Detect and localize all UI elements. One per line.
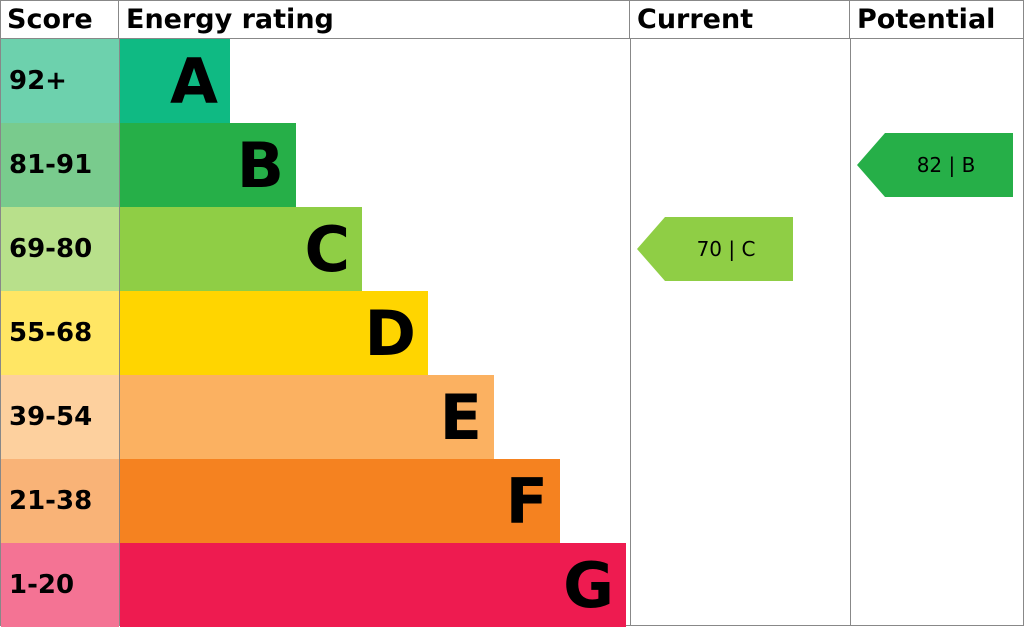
- rating-letter-d: D: [365, 291, 416, 375]
- current-marker-label: 70 | C: [637, 217, 793, 281]
- rating-row-d: 55-68 D: [1, 291, 1023, 375]
- rating-row-a: 92+ A: [1, 39, 1023, 123]
- rating-row-e: 39-54 E: [1, 375, 1023, 459]
- rating-bar-f: F: [120, 459, 560, 543]
- rating-bar-a: A: [120, 39, 230, 123]
- rating-row-f: 21-38 F: [1, 459, 1023, 543]
- potential-marker-label: 82 | B: [857, 133, 1013, 197]
- score-cell-e: 39-54: [1, 375, 119, 459]
- rating-letter-a: A: [170, 39, 218, 123]
- header-current: Current: [631, 1, 850, 39]
- rating-row-c: 69-80 C: [1, 207, 1023, 291]
- header-rating: Energy rating: [120, 1, 630, 39]
- score-cell-g: 1-20: [1, 543, 119, 627]
- rating-bar-c: C: [120, 207, 362, 291]
- rating-letter-g: G: [563, 543, 614, 627]
- score-cell-f: 21-38: [1, 459, 119, 543]
- header-row: Score Energy rating Current Potential: [1, 1, 1023, 39]
- current-marker: 70 | C: [637, 217, 793, 281]
- rating-bar-b: B: [120, 123, 296, 207]
- rating-bar-g: G: [120, 543, 626, 627]
- score-cell-d: 55-68: [1, 291, 119, 375]
- rating-bar-e: E: [120, 375, 494, 459]
- rating-row-g: 1-20 G: [1, 543, 1023, 627]
- energy-rating-chart: Score Energy rating Current Potential 92…: [0, 0, 1024, 626]
- score-cell-c: 69-80: [1, 207, 119, 291]
- rating-letter-e: E: [440, 375, 482, 459]
- header-potential: Potential: [851, 1, 1023, 39]
- score-cell-b: 81-91: [1, 123, 119, 207]
- rating-letter-c: C: [304, 207, 350, 291]
- score-cell-a: 92+: [1, 39, 119, 123]
- rating-bar-d: D: [120, 291, 428, 375]
- rating-letter-f: F: [506, 459, 548, 543]
- rating-letter-b: B: [237, 123, 284, 207]
- potential-marker: 82 | B: [857, 133, 1013, 197]
- header-score: Score: [1, 1, 119, 39]
